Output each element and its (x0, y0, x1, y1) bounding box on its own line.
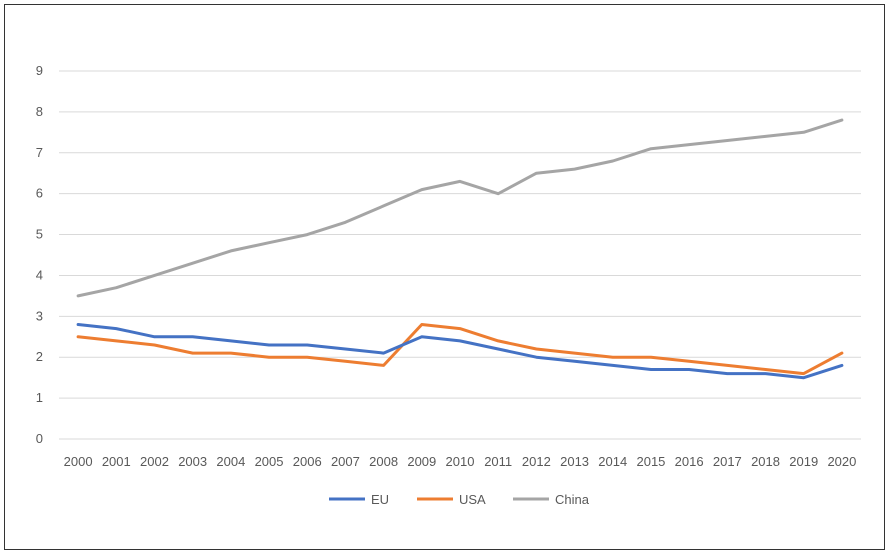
series-line-usa (76, 323, 844, 376)
legend-label: EU (371, 492, 389, 507)
legend-item-china: China (513, 492, 590, 507)
y-tick-label: 5 (36, 227, 43, 242)
series-line-eu (76, 323, 844, 380)
x-tick-label: 2019 (789, 454, 818, 469)
x-tick-label: 2009 (407, 454, 436, 469)
y-tick-label: 1 (36, 390, 43, 405)
y-tick-label: 2 (36, 349, 43, 364)
x-tick-label: 2002 (140, 454, 169, 469)
legend: EU USA China (329, 492, 590, 507)
y-tick-label: 8 (36, 104, 43, 119)
legend-label: USA (459, 492, 486, 507)
y-tick-label: 9 (36, 63, 43, 78)
legend-item-eu: EU (329, 492, 389, 507)
x-tick-label: 2016 (675, 454, 704, 469)
legend-label: China (555, 492, 590, 507)
x-tick-label: 2000 (64, 454, 93, 469)
x-tick-label: 2007 (331, 454, 360, 469)
x-tick-label: 2004 (216, 454, 245, 469)
x-tick-label: 2017 (713, 454, 742, 469)
y-axis-ticks: 0 1 2 3 4 5 6 7 8 9 (36, 63, 43, 446)
x-tick-label: 2015 (636, 454, 665, 469)
x-tick-label: 2018 (751, 454, 780, 469)
x-tick-label: 2003 (178, 454, 207, 469)
x-tick-label: 2020 (827, 454, 856, 469)
x-tick-label: 2006 (293, 454, 322, 469)
x-axis-ticks: 2000 2001 2002 2003 2004 2005 2006 2007 2008 2009… (64, 454, 857, 469)
grid-lines (59, 70, 861, 440)
y-tick-label: 7 (36, 145, 43, 160)
y-tick-label: 0 (36, 431, 43, 446)
x-tick-label: 2011 (484, 454, 512, 469)
legend-item-usa: USA (417, 492, 486, 507)
x-tick-label: 2008 (369, 454, 398, 469)
x-tick-label: 2013 (560, 454, 589, 469)
x-tick-label: 2005 (255, 454, 284, 469)
x-tick-label: 2012 (522, 454, 551, 469)
series-lines (76, 118, 844, 380)
y-tick-label: 3 (36, 308, 43, 323)
y-tick-label: 6 (36, 186, 43, 201)
x-tick-label: 2014 (598, 454, 627, 469)
x-tick-label: 2010 (446, 454, 475, 469)
y-tick-label: 4 (36, 267, 43, 282)
series-line-china (76, 118, 844, 298)
x-tick-label: 2001 (102, 454, 131, 469)
